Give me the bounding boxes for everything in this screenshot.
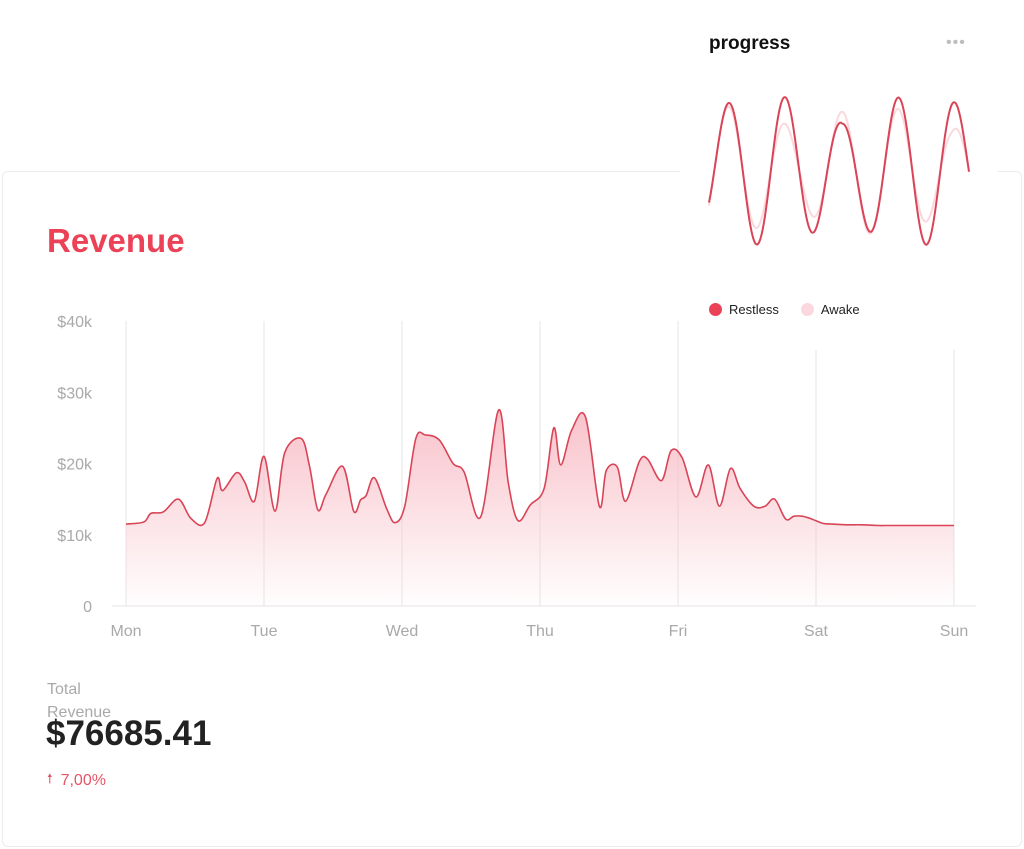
x-tick-label: Wed [386, 623, 419, 640]
y-tick-label: $20k [57, 457, 93, 474]
legend-label-restless: Restless [729, 302, 779, 317]
legend-item-awake: Awake [800, 302, 860, 317]
x-tick-label: Fri [669, 623, 688, 640]
y-tick-label: 0 [83, 599, 92, 616]
x-tick-label: Sun [940, 623, 968, 640]
progress-card: progress ••• Restless Awake [680, 0, 998, 350]
revenue-title: Revenue [47, 222, 185, 259]
total-revenue-label: Total Revenue [47, 681, 112, 721]
revenue-area [126, 409, 954, 606]
progress-title: progress [709, 33, 791, 54]
legend-item-restless: Restless [709, 302, 779, 317]
total-revenue-value: $76685.41 [46, 714, 212, 753]
restless-line [708, 96, 970, 246]
x-tick-label: Thu [526, 623, 554, 640]
legend-dot-awake [800, 303, 814, 316]
arrow-up-icon: 🠕 [47, 771, 53, 786]
more-horizontal-icon[interactable]: ••• [946, 34, 966, 51]
x-tick-label: Mon [110, 623, 141, 640]
y-tick-label: $30k [57, 385, 93, 402]
progress-legend: Restless Awake [709, 302, 860, 317]
y-tick-label: $40k [57, 314, 93, 331]
awake-line [708, 105, 970, 235]
revenue-change-value: 7,00% [60, 772, 106, 789]
legend-label-awake: Awake [820, 302, 860, 317]
legend-dot-restless [709, 303, 722, 316]
revenue-chart: Mon Tue Wed Thu Fri Sat Sun 0 $10k $20k $30k $40k [57, 314, 976, 640]
x-tick-label: Sat [804, 623, 829, 640]
y-tick-label: $10k [57, 528, 93, 545]
x-tick-label: Tue [251, 623, 278, 640]
revenue-change: 🠕 7,00% [47, 770, 106, 792]
revenue-line [125, 409, 954, 527]
progress-chart [708, 96, 970, 246]
